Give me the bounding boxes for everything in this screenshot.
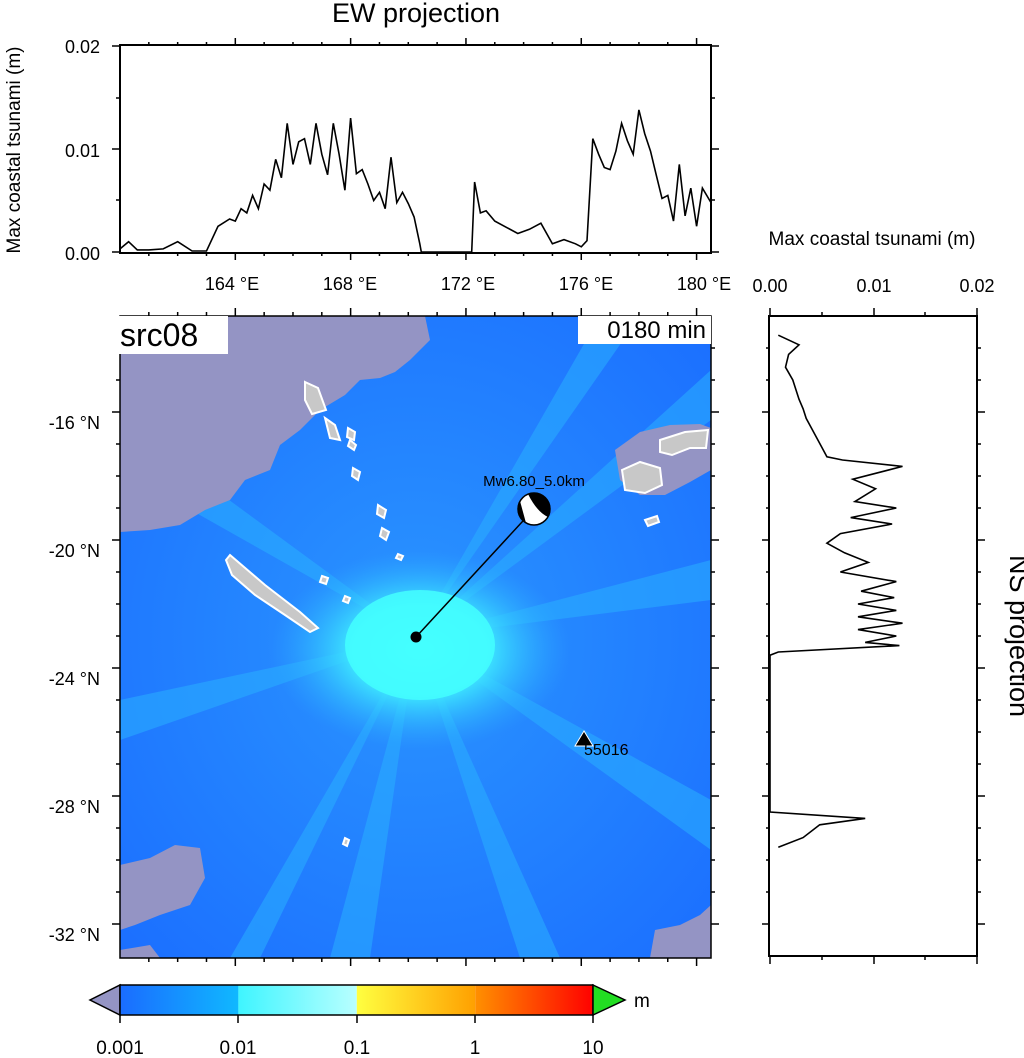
ns-xtick-marks (769, 308, 978, 964)
beachball-leader-line (415, 508, 535, 638)
colorbar-unit: m (634, 991, 650, 1012)
colorbar-tick-marks (119, 1015, 594, 1023)
colorbar-tick-label: 1 (470, 1038, 481, 1058)
island (394, 552, 405, 562)
ns-x-label: Max coastal tsunami (m) (769, 229, 976, 250)
station-triangle-marker (574, 730, 594, 747)
ew-xtick-label: 168 °E (323, 274, 377, 294)
ns-series-line (769, 334, 903, 848)
island (341, 594, 352, 605)
island (323, 415, 342, 442)
ew-ytick-label: 0.00 (65, 244, 100, 264)
island (341, 836, 351, 848)
lat-tick-label: -32 °N (49, 925, 100, 945)
ew-ytick-label: 0.01 (65, 141, 100, 161)
lat-tick-label: -16 °N (49, 413, 100, 433)
source-label-box (114, 316, 228, 354)
ns-panel: Max coastal tsunami (m) 0.00 0.01 0.02 N… (752, 229, 1024, 964)
ew-panel: EW projection Max coastal tsunami (m) 0.… (4, 0, 731, 294)
island (350, 466, 362, 482)
max-amplitude-core (345, 590, 495, 700)
map-tick-marks (112, 308, 719, 966)
lat-tick-label: -24 °N (49, 669, 100, 689)
island (318, 574, 330, 586)
colorbar-tick-label: 10 (582, 1038, 603, 1058)
colorbar-segment (356, 985, 476, 1015)
map-area (120, 316, 711, 958)
ew-xtick-label: 176 °E (559, 274, 613, 294)
lat-tick-label: -20 °N (49, 541, 100, 561)
colorbar-segment (238, 985, 357, 1015)
source-label: src08 (120, 317, 198, 353)
islands (224, 380, 710, 848)
station-label: 55016 (584, 742, 629, 759)
time-label-box (578, 316, 711, 344)
time-label: 0180 min (607, 317, 706, 344)
island (378, 526, 391, 542)
lat-tick-label: -28 °N (49, 797, 100, 817)
ew-xtick-label: 172 °E (441, 274, 495, 294)
colorbar-under-triangle (88, 983, 121, 1017)
ew-y-label: Max coastal tsunami (m) (4, 47, 25, 254)
colorbar-tick-label: 0.1 (344, 1038, 370, 1058)
ew-xtick-marks (148, 38, 698, 260)
ew-series-line (119, 109, 712, 253)
colorbar-segment (120, 985, 239, 1015)
colorbar: m 0.001 0.01 0.1 1 10 (88, 983, 650, 1058)
island (346, 438, 358, 452)
island-vanua-levu (659, 428, 710, 457)
island (345, 426, 357, 442)
ns-xtick-label: 0.01 (856, 276, 891, 296)
event-label: Mw6.80_5.0km (483, 473, 585, 490)
ns-xtick-label: 0.00 (752, 276, 787, 296)
colorbar-over-triangle (592, 983, 627, 1017)
ew-title: EW projection (332, 0, 500, 28)
ns-frame (768, 315, 978, 957)
ns-ytick-marks (762, 347, 985, 925)
map-frame (119, 315, 712, 959)
colorbar-tick-label: 0.001 (96, 1038, 144, 1058)
epicenter-marker (410, 631, 422, 643)
ew-xtick-label: 164 °E (205, 274, 259, 294)
island-viti-levu (620, 460, 664, 495)
map-panel: -16 °N -20 °N -24 °N -28 °N -32 °N src08… (49, 308, 719, 966)
colorbar-segment (475, 985, 594, 1015)
ew-xtick-label: 180 °E (677, 274, 731, 294)
island (304, 380, 328, 416)
island-new-caledonia (224, 553, 320, 634)
ns-title: NS projection (1004, 555, 1024, 717)
focal-mechanism-beachball (517, 492, 551, 526)
ew-ytick-marks (112, 45, 719, 253)
ns-xtick-label: 0.02 (959, 276, 994, 296)
island (375, 503, 388, 520)
colorbar-tick-label: 0.01 (220, 1038, 257, 1058)
ew-ytick-label: 0.02 (65, 37, 100, 57)
island (643, 514, 661, 528)
